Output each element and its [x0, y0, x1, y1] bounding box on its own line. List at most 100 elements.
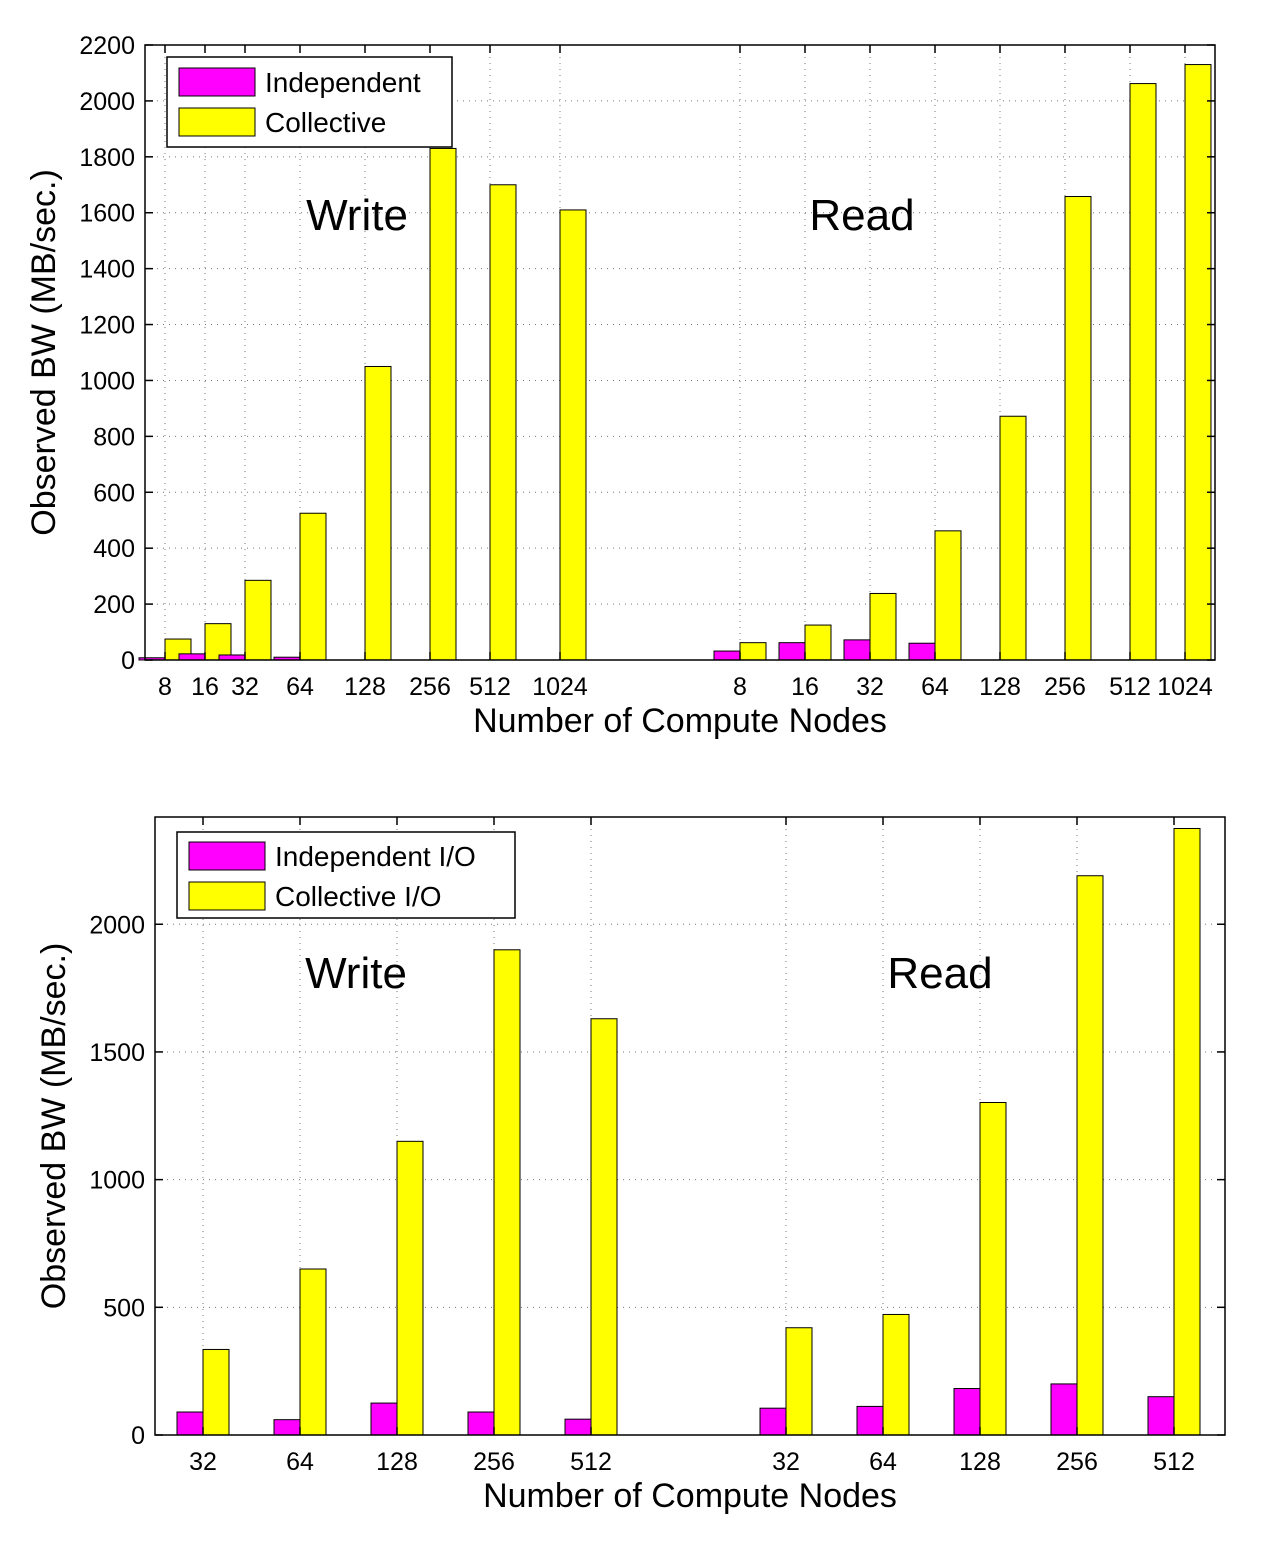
bar-collective: [559, 209, 587, 661]
legend: Independent I/O Collective I/O: [176, 831, 516, 919]
bar-collective: [299, 1268, 327, 1436]
bar-independent: [953, 1388, 981, 1436]
chart-1: 8 16 32 64 128 256 512 1024 8 16 32 64 128 256 512 1024…: [25, 32, 1216, 740]
bar-collective: [999, 415, 1027, 661]
bar-collective: [364, 365, 392, 661]
y-tick-label: 400: [93, 535, 135, 563]
x-tick-label: 1024: [532, 673, 588, 701]
x-tick-label: 64: [286, 1448, 314, 1476]
group-label-read: Read: [887, 949, 992, 998]
bar-independent: [713, 650, 741, 661]
bar-collective: [202, 1348, 230, 1436]
bar-collective: [489, 184, 517, 661]
bar-independent: [1050, 1383, 1078, 1436]
x-tick-label: 512: [1109, 673, 1151, 701]
x-tick-label: 128: [979, 673, 1021, 701]
bar-collective: [493, 949, 521, 1436]
group-label-write: Write: [305, 949, 407, 998]
bar-independent: [178, 653, 206, 661]
bar-independent: [1147, 1396, 1175, 1436]
x-tick-label: 32: [231, 673, 259, 701]
bar-collective: [1173, 827, 1201, 1436]
y-tick-label: 1800: [79, 144, 135, 172]
x-tick-label: 16: [791, 673, 819, 701]
legend-swatch: [188, 881, 266, 911]
y-tick-label: 1200: [79, 312, 135, 340]
plot-frame: [154, 816, 1226, 1436]
x-tick-label: 512: [1153, 1448, 1195, 1476]
legend-swatch: [178, 67, 256, 97]
bar-collective: [979, 1102, 1007, 1436]
y-tick-label: 600: [93, 479, 135, 507]
x-tick-label: 8: [158, 673, 172, 701]
x-tick-label: 64: [921, 673, 949, 701]
bar-collective: [1064, 196, 1092, 661]
bar-collective: [869, 592, 897, 661]
bar-collective: [785, 1327, 813, 1436]
y-tick-label: 500: [103, 1294, 145, 1322]
bar-collective: [1129, 83, 1157, 661]
x-tick-label: 512: [570, 1448, 612, 1476]
group-label-write: Write: [306, 191, 408, 240]
bar-independent: [856, 1405, 884, 1436]
x-tick-label: 8: [733, 673, 747, 701]
y-tick-label: 0: [121, 647, 135, 675]
y-tick-label: 1400: [79, 256, 135, 284]
bar-collective: [396, 1140, 424, 1436]
group-label-read: Read: [809, 191, 914, 240]
y-axis-label: Observed BW (MB/sec.): [25, 169, 63, 536]
legend: Independent Collective: [166, 56, 453, 148]
bar-independent: [759, 1407, 787, 1436]
bar-collective: [934, 530, 962, 661]
x-tick-label: 64: [286, 673, 314, 701]
legend-swatch: [188, 841, 266, 871]
bar-independent: [218, 654, 246, 661]
x-tick-label: 1024: [1157, 673, 1213, 701]
y-tick-label: 0: [131, 1422, 145, 1450]
bar-independent: [370, 1402, 398, 1436]
x-tick-label: 32: [189, 1448, 217, 1476]
bar-independent: [467, 1411, 495, 1436]
bar-collective: [299, 512, 327, 661]
bar-independent: [176, 1411, 204, 1436]
x-tick-label: 16: [191, 673, 219, 701]
legend-swatch: [178, 107, 256, 137]
plot-frame: [144, 44, 1216, 661]
x-tick-label: 256: [473, 1448, 515, 1476]
x-tick-label: 256: [1044, 673, 1086, 701]
x-tick-label: 32: [772, 1448, 800, 1476]
y-tick-label: 2200: [79, 32, 135, 60]
y-tick-label: 1000: [79, 367, 135, 395]
x-tick-label: 32: [856, 673, 884, 701]
x-axis-label: Number of Compute Nodes: [483, 1477, 897, 1515]
bar-collective: [739, 642, 767, 661]
legend-label: Collective I/O: [275, 881, 442, 912]
chart-2: 32 64 128 256 512 32 64 128 256 512 0 500 1000 1500 20…: [35, 816, 1226, 1515]
bar-independent: [273, 1419, 301, 1436]
y-axis-label: Observed BW (MB/sec.): [35, 943, 73, 1310]
x-tick-label: 128: [959, 1448, 1001, 1476]
bar-independent: [908, 642, 936, 661]
x-tick-label: 512: [469, 673, 511, 701]
bar-independent: [843, 639, 871, 661]
x-axis-label: Number of Compute Nodes: [473, 702, 887, 740]
bar-independent: [564, 1418, 592, 1436]
x-tick-label: 256: [409, 673, 451, 701]
y-tick-label: 2000: [79, 88, 135, 116]
y-tick-label: 1000: [89, 1167, 145, 1195]
bar-independent: [778, 642, 806, 661]
bar-collective: [1076, 875, 1104, 1436]
x-tick-label: 128: [376, 1448, 418, 1476]
legend-label: Collective: [265, 107, 386, 138]
y-tick-label: 200: [93, 591, 135, 619]
y-tick-label: 2000: [89, 911, 145, 939]
bar-collective: [590, 1018, 618, 1436]
bar-collective: [429, 147, 457, 661]
x-tick-label: 64: [869, 1448, 897, 1476]
legend-label: Independent I/O: [275, 841, 476, 872]
legend-label: Independent: [265, 67, 421, 98]
bar-collective: [1184, 64, 1212, 661]
x-tick-label: 256: [1056, 1448, 1098, 1476]
y-tick-label: 1600: [79, 200, 135, 228]
